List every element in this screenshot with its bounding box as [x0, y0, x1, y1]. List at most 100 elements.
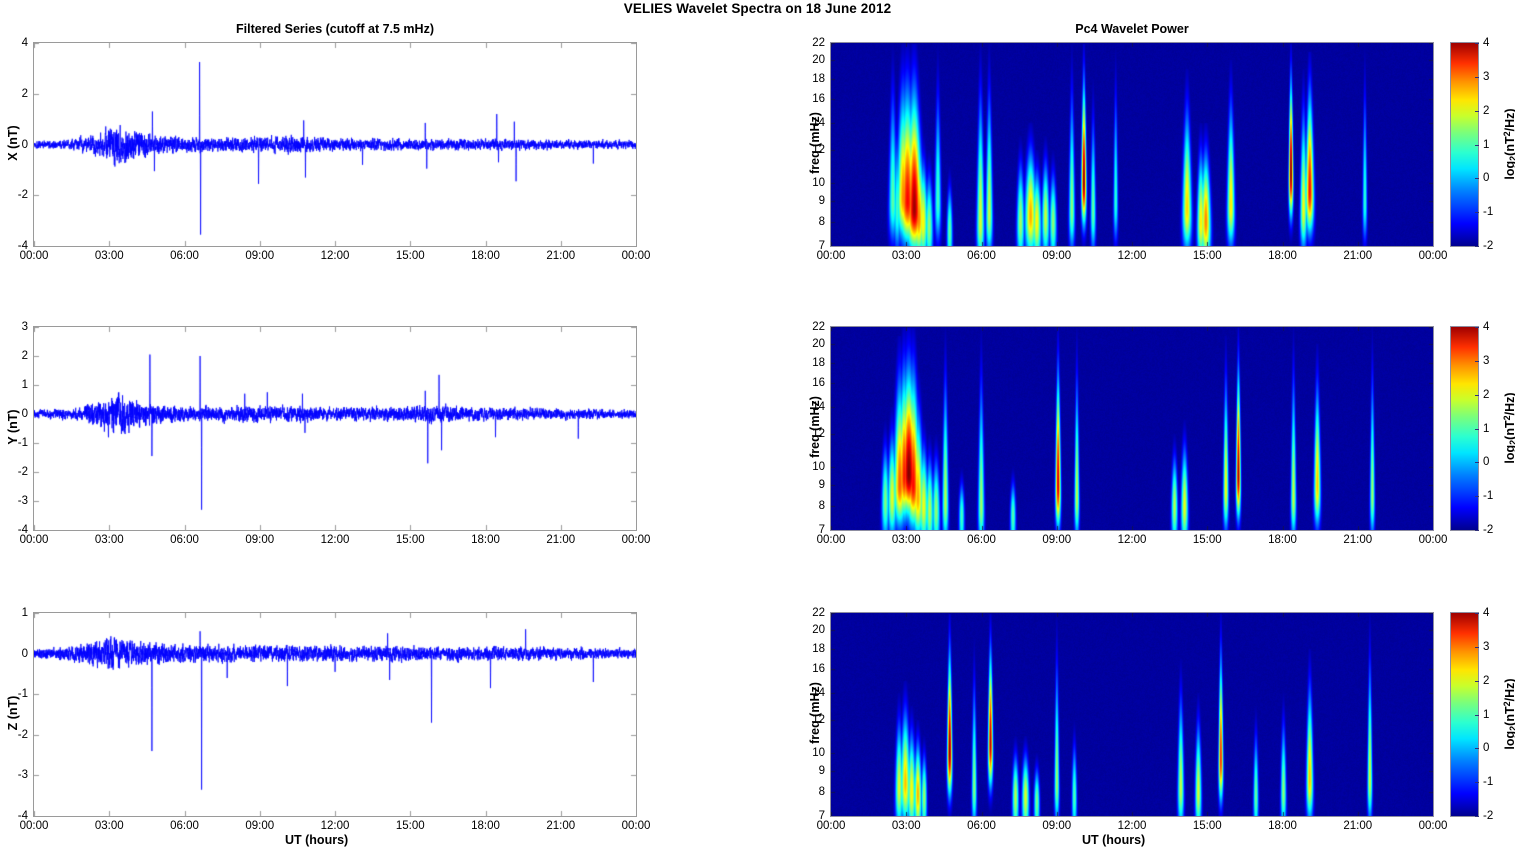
- xtick-label: 12:00: [320, 534, 350, 546]
- ytick-label: 0: [21, 408, 28, 420]
- xtick-label: 00:00: [621, 534, 651, 546]
- colorbar-tick-label: 2: [1483, 104, 1490, 117]
- xtick-label: 03:00: [94, 250, 124, 262]
- colorbar-tick-label: 2: [1483, 674, 1490, 687]
- colorbar-3: [1450, 612, 1479, 817]
- colorbar-tick-label: 4: [1483, 37, 1490, 49]
- xtick-label: 15:00: [395, 250, 425, 262]
- tick-mark: [1475, 246, 1479, 247]
- ytick-label-freq: 10: [812, 176, 825, 189]
- xtick-label: 00:00: [621, 820, 651, 832]
- xtick-label: 18:00: [1268, 820, 1297, 832]
- tick-mark: [1475, 429, 1479, 430]
- ytick-label: 1: [21, 607, 28, 619]
- colorbar-tick-label: -1: [1483, 206, 1494, 219]
- ytick-label-freq: 14: [812, 687, 825, 700]
- colorbar-tick-label: -2: [1483, 810, 1494, 822]
- xtick-label: 00:00: [1418, 534, 1448, 546]
- colorbar-tick-label: 4: [1483, 607, 1490, 619]
- xtick-label: 06:00: [967, 820, 996, 832]
- colorbar-label-3: log2(nT2/Hz): [1501, 678, 1515, 750]
- ytick-label-freq: 7: [818, 810, 825, 822]
- tick-mark: [1475, 496, 1479, 497]
- colorbar-tick-label: -2: [1483, 524, 1494, 536]
- xtick-label: 00:00: [19, 534, 49, 546]
- colorbar-tick-label: -2: [1483, 240, 1494, 252]
- left-column-title: Filtered Series (cutoff at 7.5 mHz): [236, 22, 434, 36]
- colorbar-1: [1450, 42, 1479, 247]
- ytick-label: -4: [17, 810, 28, 822]
- colorbar-tick-label: 0: [1483, 742, 1490, 755]
- xtick-label: 09:00: [245, 250, 275, 262]
- ytick-label-freq: 9: [818, 479, 825, 492]
- ytick-label: 2: [21, 87, 28, 100]
- ytick-label-freq: 8: [818, 500, 825, 513]
- ytick-label: 1: [21, 379, 28, 391]
- tick-mark: [1475, 77, 1479, 78]
- colorbar-label-2: log2(nT2/Hz): [1501, 392, 1515, 464]
- xtick-label: 12:00: [1117, 534, 1147, 546]
- xtick-label: 00:00: [19, 250, 49, 262]
- ytick-label-freq: 18: [812, 642, 825, 655]
- xtick-label: 21:00: [1343, 534, 1373, 546]
- xtick-label: 15:00: [1192, 250, 1222, 262]
- xtick-label: 06:00: [967, 250, 996, 262]
- tick-mark: [1475, 43, 1479, 44]
- xlabel-right: UT (hours): [1082, 833, 1146, 847]
- xtick-label: 03:00: [94, 534, 124, 546]
- ytick-label-freq: 10: [812, 460, 825, 473]
- xtick-label: 21:00: [546, 534, 576, 546]
- tick-mark: [1475, 395, 1479, 396]
- xtick-label: 15:00: [395, 534, 425, 546]
- tick-mark: [1475, 327, 1479, 328]
- ytick-label: -1: [17, 437, 28, 449]
- tick-mark: [1475, 681, 1479, 682]
- ytick-label-freq: 18: [812, 72, 825, 85]
- tick-mark: [1475, 111, 1479, 112]
- tick-mark: [1475, 178, 1479, 179]
- xtick-label: 06:00: [170, 250, 199, 262]
- xtick-label: 06:00: [170, 820, 199, 832]
- colorbar-tick-label: 1: [1483, 708, 1490, 721]
- ytick-label-freq: 16: [812, 377, 825, 390]
- xtick-label: 00:00: [816, 250, 846, 262]
- ytick-label: -3: [17, 495, 28, 507]
- ytick-label: 0: [21, 647, 28, 660]
- xtick-label: 09:00: [1042, 820, 1072, 832]
- ytick-label-freq: 22: [812, 321, 825, 333]
- ytick-label: 2: [21, 350, 28, 362]
- colorbar-tick-label: 3: [1483, 70, 1490, 83]
- xtick-label: 00:00: [816, 820, 846, 832]
- ytick-label-freq: 20: [812, 337, 825, 350]
- xtick-label: 06:00: [170, 534, 199, 546]
- xtick-label: 09:00: [245, 820, 275, 832]
- xtick-label: 21:00: [546, 820, 576, 832]
- ytick-label-freq: 18: [812, 356, 825, 369]
- plot-filtered-series-y: [33, 326, 637, 531]
- ytick-label-freq: 12: [812, 428, 825, 441]
- ytick-label-freq: 12: [812, 144, 825, 157]
- tick-mark: [1475, 613, 1479, 614]
- tick-mark: [1475, 462, 1479, 463]
- tick-mark: [1475, 816, 1479, 817]
- xtick-label: 12:00: [320, 820, 350, 832]
- xtick-label: 00:00: [621, 250, 651, 262]
- tick-mark: [1475, 748, 1479, 749]
- ytick-label: -3: [17, 769, 28, 782]
- ylabel-y: Y (nT): [6, 409, 20, 445]
- ytick-label: -2: [17, 189, 28, 202]
- ytick-label-freq: 12: [812, 714, 825, 727]
- ytick-label: -1: [17, 688, 28, 701]
- xtick-label: 21:00: [1343, 820, 1373, 832]
- ytick-label: -2: [17, 466, 28, 478]
- xtick-label: 15:00: [1192, 534, 1222, 546]
- ytick-label-freq: 9: [818, 195, 825, 208]
- ytick-label: -2: [17, 728, 28, 741]
- xtick-label: 03:00: [891, 250, 921, 262]
- xtick-label: 12:00: [320, 250, 350, 262]
- xtick-label: 12:00: [1117, 820, 1147, 832]
- ytick-label-freq: 20: [812, 53, 825, 66]
- plot-wavelet-power-y: [830, 326, 1434, 531]
- xtick-label: 18:00: [471, 820, 500, 832]
- ytick-label-freq: 14: [812, 401, 825, 414]
